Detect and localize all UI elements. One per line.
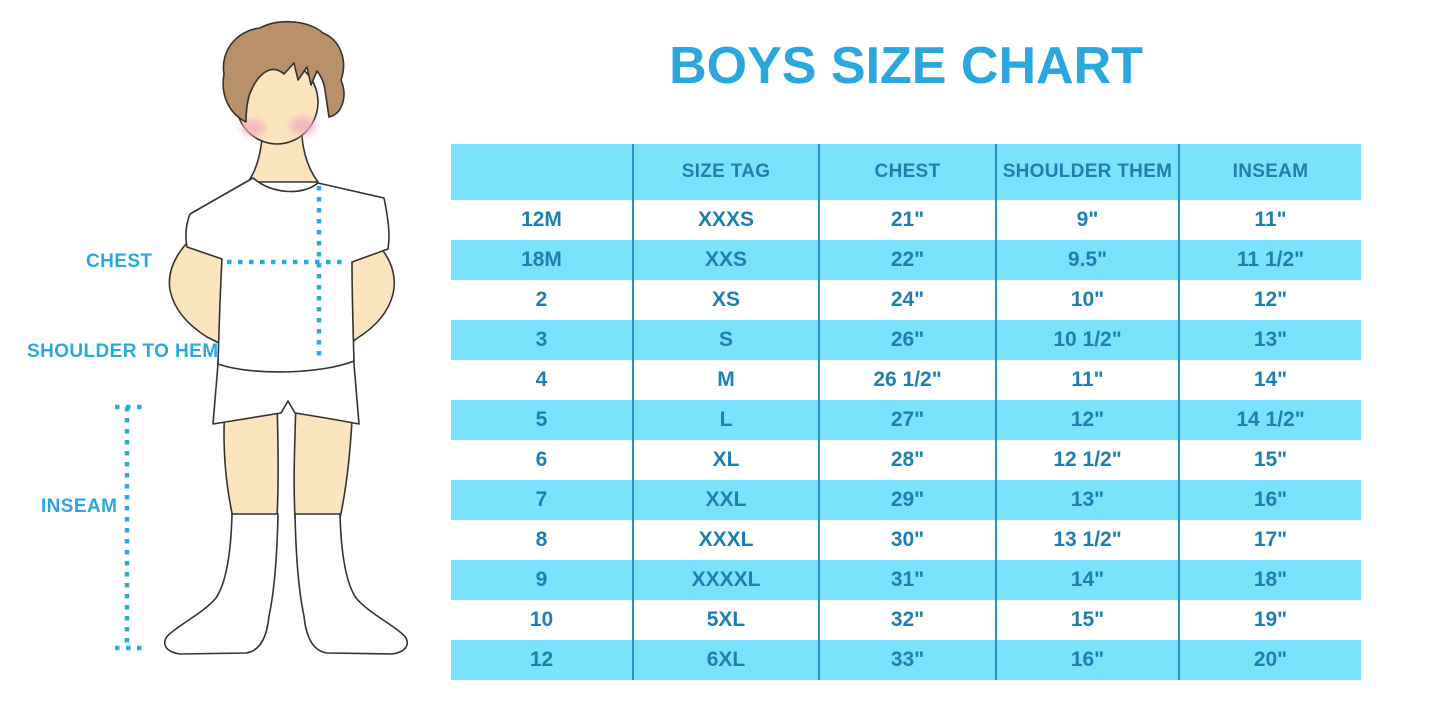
cell: XL xyxy=(632,440,819,480)
cell: M xyxy=(632,360,819,400)
cell: 14" xyxy=(1178,360,1361,400)
left-cheek-blush xyxy=(241,120,265,136)
cell: 12" xyxy=(995,400,1179,440)
page-title: BOYS SIZE CHART xyxy=(669,37,1143,95)
cell: 21" xyxy=(818,200,996,240)
table-row: 6 XL 28" 12 1/2" 15" xyxy=(451,440,1361,480)
table-row: 9 XXXXL 31" 14" 18" xyxy=(451,560,1361,600)
header-cell-size-tag: SIZE TAG xyxy=(632,144,819,200)
cell: 24" xyxy=(818,280,996,320)
table-row: 2 XS 24" 10" 12" xyxy=(451,280,1361,320)
boy-measurement-figure: CHEST SHOULDER TO HEM INSEAM xyxy=(0,0,450,723)
cell: 16" xyxy=(1178,480,1361,520)
cell: XS xyxy=(632,280,819,320)
row-label-cell: 12 xyxy=(451,640,633,680)
cell: 14" xyxy=(995,560,1179,600)
cell: 28" xyxy=(818,440,996,480)
cell: XXXL xyxy=(632,520,819,560)
table-row: 7 XXL 29" 13" 16" xyxy=(451,480,1361,520)
cell: 20" xyxy=(1178,640,1361,680)
cell: 15" xyxy=(1178,440,1361,480)
row-label-cell: 12M xyxy=(521,208,562,231)
cell: 5XL xyxy=(632,600,819,640)
table-row: 4 M 26 1/2" 11" 14" xyxy=(451,360,1361,400)
cell: L xyxy=(632,400,819,440)
cell: 14 1/2" xyxy=(1178,400,1361,440)
cell: 11 1/2" xyxy=(1178,240,1361,280)
cell: 31" xyxy=(818,560,996,600)
cell: 19" xyxy=(1178,600,1361,640)
cell: 17" xyxy=(1178,520,1361,560)
row-label-cell: 8 xyxy=(535,528,548,551)
cell: 33" xyxy=(818,640,996,680)
cell: 16" xyxy=(995,640,1179,680)
header-cell-shoulder: SHOULDER THEM xyxy=(995,144,1179,200)
chest-label: CHEST xyxy=(86,251,153,272)
row-label-cell: 3 xyxy=(451,320,633,360)
cell: 15" xyxy=(995,600,1179,640)
table-row: 10 5XL 32" 15" 19" xyxy=(451,600,1361,640)
t-shirt xyxy=(185,177,390,373)
row-label-cell: 5 xyxy=(451,400,633,440)
cell: 13 1/2" xyxy=(995,520,1179,560)
right-sock xyxy=(294,513,409,655)
cell: 26 1/2" xyxy=(818,360,996,400)
cell: 13" xyxy=(995,480,1179,520)
cell: 6XL xyxy=(632,640,819,680)
cell: 29" xyxy=(818,480,996,520)
cell: 9.5" xyxy=(995,240,1179,280)
row-label-cell: 2 xyxy=(535,288,548,311)
table-row: 12M XXXS 21" 9" 11" xyxy=(451,200,1361,240)
cell: 22" xyxy=(818,240,996,280)
cell: 13" xyxy=(1178,320,1361,360)
cell: 30" xyxy=(818,520,996,560)
table-row: 5 L 27" 12" 14 1/2" xyxy=(451,400,1361,440)
cell: 11" xyxy=(1178,200,1361,240)
cell: XXXS xyxy=(632,200,819,240)
row-label-cell: 10 xyxy=(529,608,554,631)
cell: 9" xyxy=(995,200,1179,240)
table-row: 12 6XL 33" 16" 20" xyxy=(451,640,1361,680)
inseam-label: INSEAM xyxy=(41,496,118,517)
row-label-cell: 7 xyxy=(451,480,633,520)
cell: 27" xyxy=(818,400,996,440)
right-cheek-blush xyxy=(290,117,316,135)
cell: 12 1/2" xyxy=(995,440,1179,480)
boy-illustration xyxy=(115,20,409,655)
cell: 10" xyxy=(995,280,1179,320)
cell: XXL xyxy=(632,480,819,520)
row-label-cell: 6 xyxy=(535,448,548,471)
cell: 11" xyxy=(995,360,1179,400)
row-label-cell: 18M xyxy=(451,240,633,280)
cell: 18" xyxy=(1178,560,1361,600)
shoulder-to-hem-label: SHOULDER TO HEM xyxy=(27,341,219,362)
header-cell-blank xyxy=(451,144,633,200)
cell: XXXXL xyxy=(632,560,819,600)
left-sock xyxy=(163,513,279,655)
cell: S xyxy=(632,320,819,360)
cell: 26" xyxy=(818,320,996,360)
row-label-cell: 4 xyxy=(535,368,548,391)
header-cell-chest: CHEST xyxy=(818,144,996,200)
cell: 32" xyxy=(818,600,996,640)
cell: 12" xyxy=(1178,280,1361,320)
table-row: 18M XXS 22" 9.5" 11 1/2" xyxy=(451,240,1361,280)
table-row: 3 S 26" 10 1/2" 13" xyxy=(451,320,1361,360)
row-label-cell: 9 xyxy=(451,560,633,600)
header-row: SIZE TAG CHEST SHOULDER THEM INSEAM xyxy=(451,144,1361,200)
hair xyxy=(222,20,345,123)
cell: XXS xyxy=(632,240,819,280)
header-cell-inseam: INSEAM xyxy=(1178,144,1361,200)
table-row: 8 XXXL 30" 13 1/2" 17" xyxy=(451,520,1361,560)
cell: 10 1/2" xyxy=(995,320,1179,360)
size-table: SIZE TAG CHEST SHOULDER THEM INSEAM 12M … xyxy=(451,144,1361,680)
